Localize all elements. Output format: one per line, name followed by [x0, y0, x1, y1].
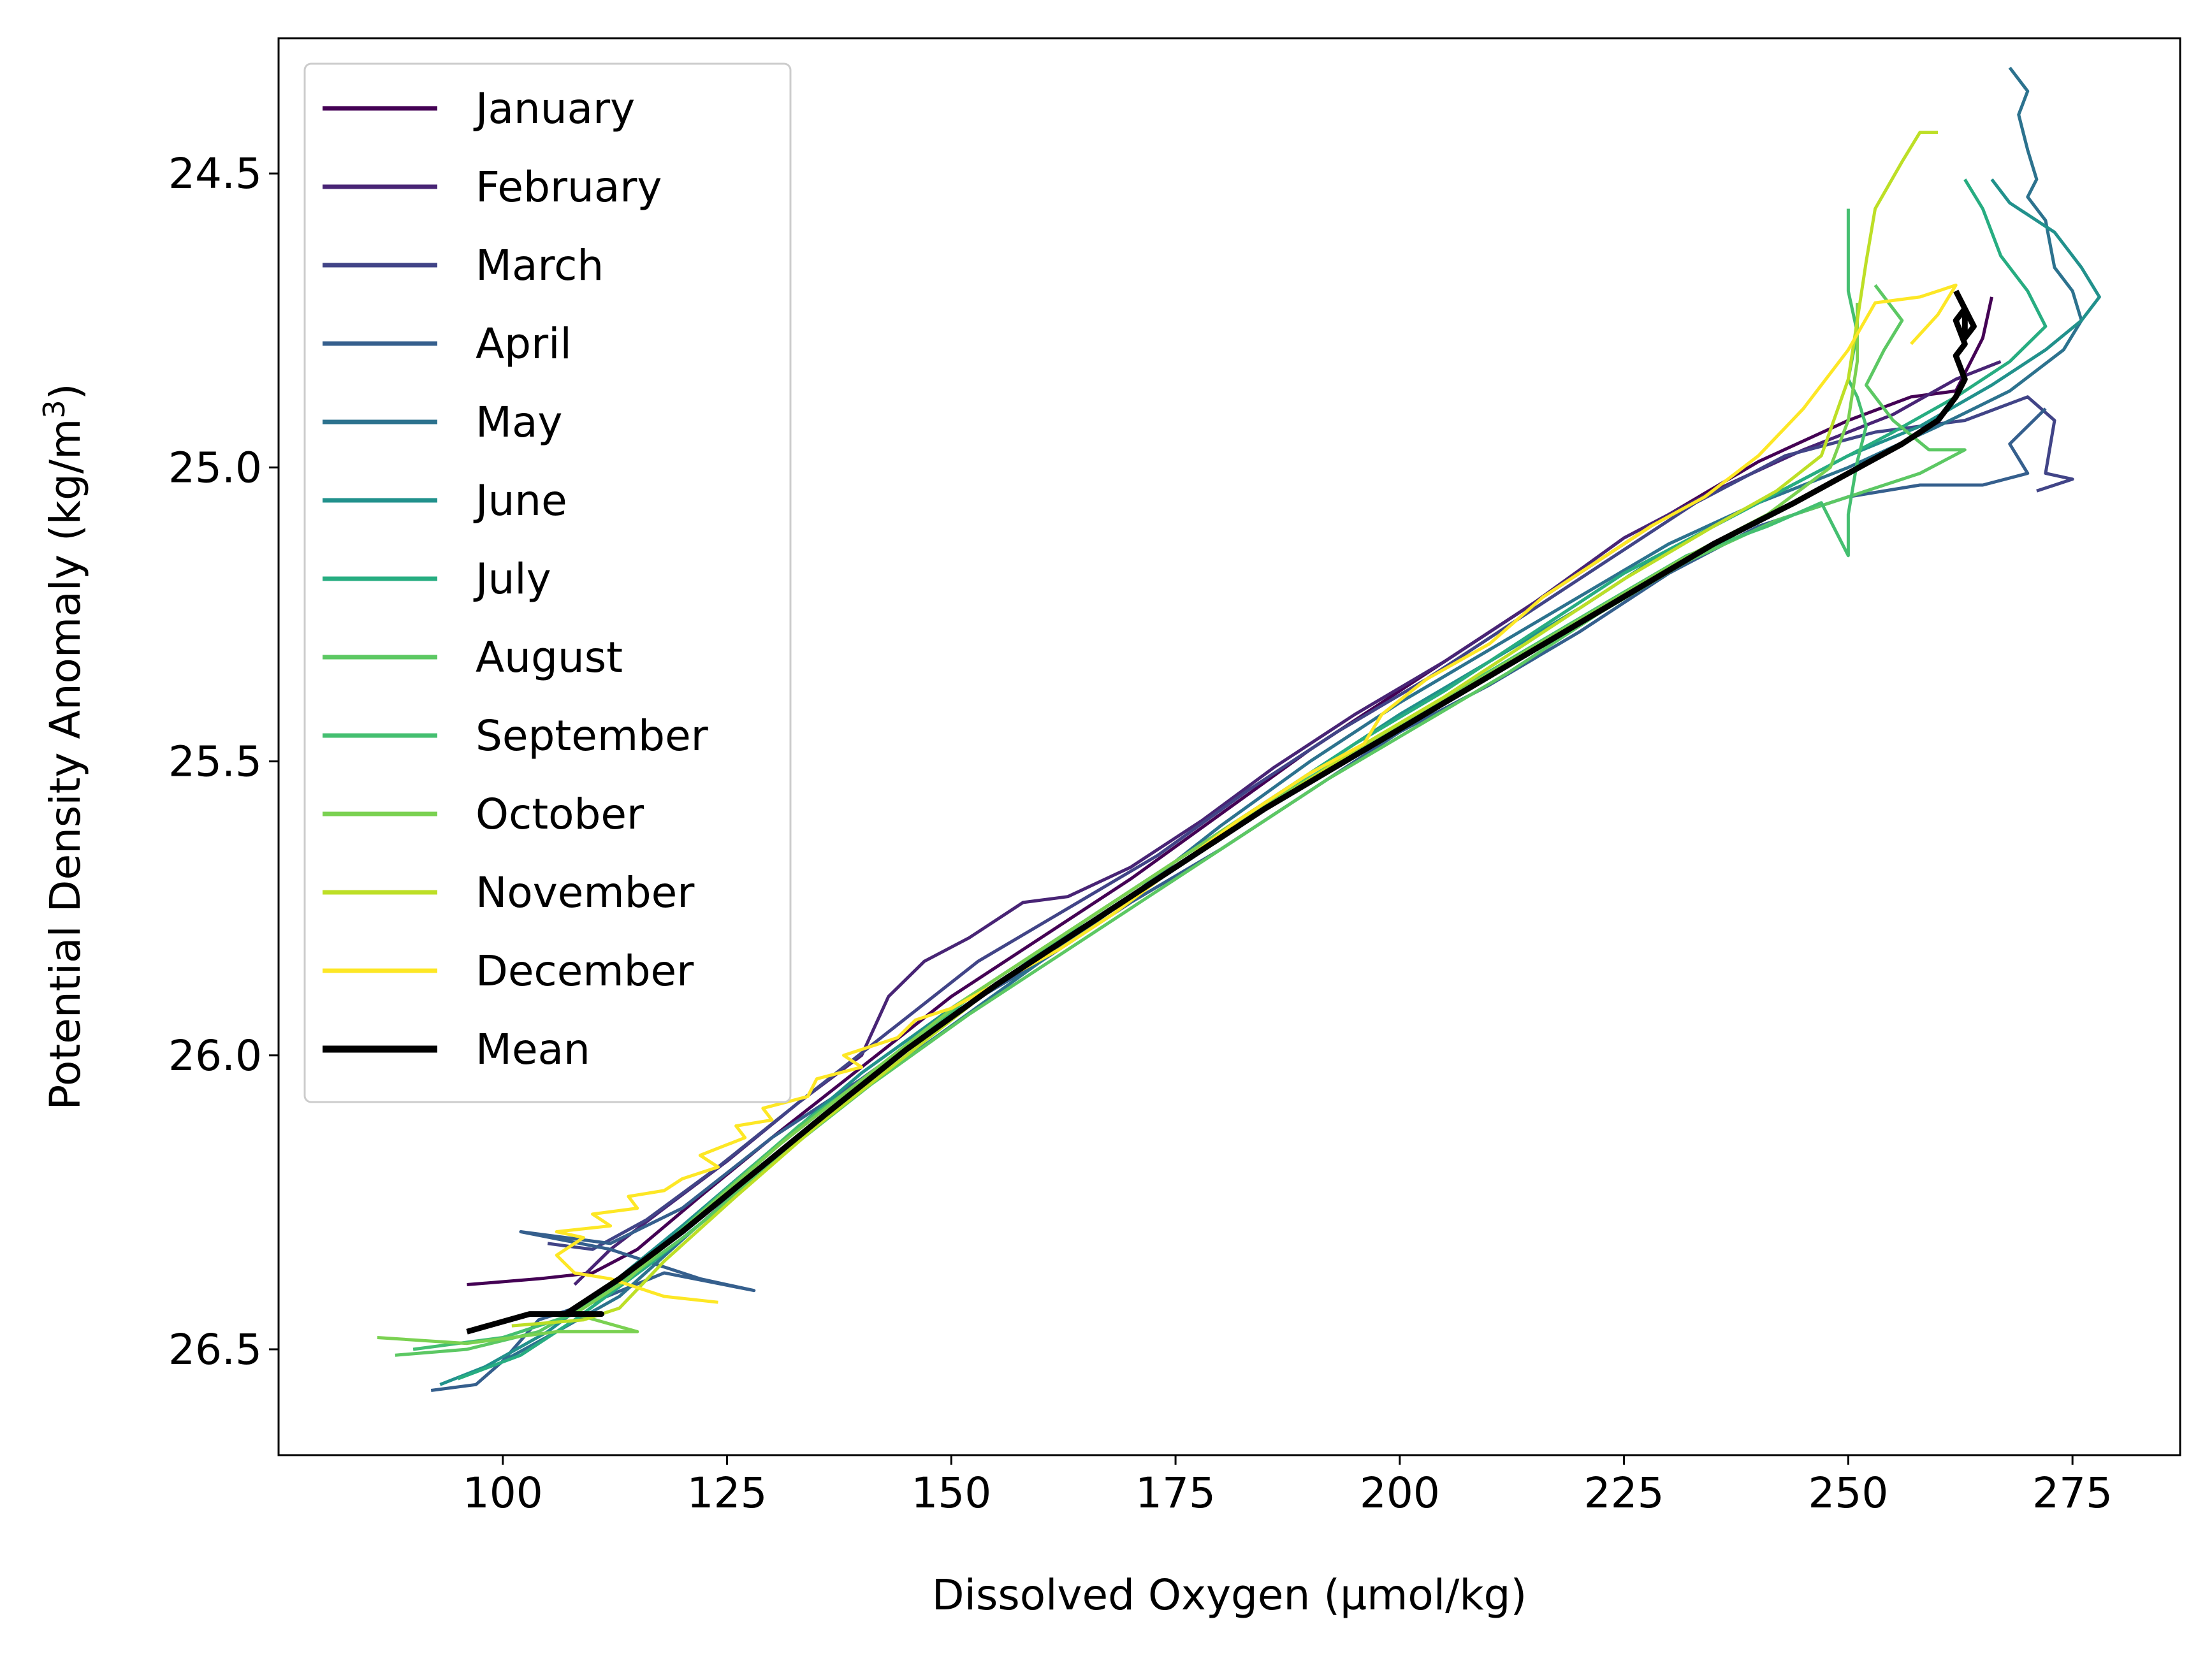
series-line-december [555, 283, 1958, 1304]
y-axis-label-superscript: 3 [37, 400, 71, 418]
x-axis: 100 125 150 175 200 225 250 275 [463, 1455, 2113, 1518]
x-axis-label: Dissolved Oxygen (µmol/kg) [932, 1571, 1527, 1620]
legend-label-february: February [476, 163, 662, 212]
x-tick-label: 100 [463, 1469, 543, 1518]
y-tick-label: 25.5 [168, 737, 262, 787]
legend-label-april: April [476, 319, 572, 368]
legend-label-july: July [473, 555, 551, 604]
series-layer [377, 66, 2101, 1392]
x-tick-label: 150 [911, 1469, 991, 1518]
legend-label-september: September [476, 711, 709, 760]
legend-label-mean: Mean [476, 1025, 590, 1074]
y-axis-label-text: Potential Density Anomaly (kg/m [41, 419, 90, 1110]
x-tick-label: 200 [1360, 1469, 1440, 1518]
x-tick-label: 225 [1584, 1469, 1664, 1518]
series-line-november [511, 131, 1939, 1328]
x-tick-label: 175 [1135, 1469, 1216, 1518]
plot-frame [277, 37, 2181, 1456]
x-tick-label: 275 [2032, 1469, 2113, 1518]
legend-label-june: June [473, 476, 567, 525]
legend-label-november: November [476, 868, 695, 917]
y-axis-label: Potential Density Anomaly (kg/m3) [37, 384, 90, 1110]
legend-box [303, 62, 792, 1103]
legend-label-march: March [476, 241, 604, 290]
legend-label-august: August [476, 633, 623, 682]
series-line-august [395, 284, 1967, 1357]
y-tick-label: 26.5 [168, 1325, 262, 1374]
series-line-october [377, 303, 1859, 1346]
legend-label-january: January [473, 84, 635, 133]
x-tick-label: 125 [687, 1469, 768, 1518]
y-axis: 24.5 25.0 25.5 26.0 26.5 [168, 149, 279, 1374]
x-tick-label: 250 [1808, 1469, 1888, 1518]
y-axis-label-end: ) [41, 384, 90, 400]
legend-label-may: May [476, 398, 562, 447]
legend: January February March April May June July Augu… [303, 62, 792, 1103]
y-tick-label: 24.5 [168, 149, 262, 198]
legend-label-december: December [476, 947, 694, 996]
series-line-january [467, 296, 1993, 1286]
y-tick-label: 25.0 [168, 443, 262, 492]
legend-label-october: October [476, 790, 644, 839]
y-tick-label: 26.0 [168, 1031, 262, 1080]
series-line-mean [466, 289, 1977, 1335]
